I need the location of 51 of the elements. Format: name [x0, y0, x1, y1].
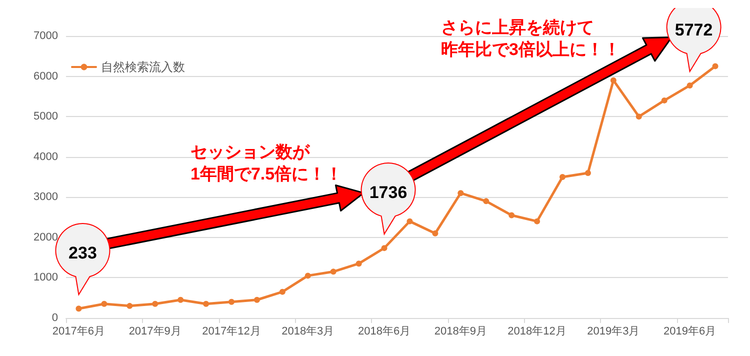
point: [534, 218, 540, 224]
x-tick-label: 2017年6月: [52, 326, 106, 338]
point: [203, 300, 210, 307]
x-tick-label: 2018年6月: [358, 326, 411, 338]
point: [458, 190, 464, 196]
point: [483, 198, 490, 204]
y-tick-label: 5000: [34, 110, 58, 123]
annotation: 昨年比で3倍以上に！！: [441, 40, 621, 59]
point: [584, 170, 591, 176]
point: [432, 230, 438, 236]
point: [712, 63, 718, 70]
y-tick-label: 6000: [34, 70, 58, 82]
point: [636, 114, 642, 120]
x-tick-label: 2017年9月: [128, 326, 182, 338]
x-tick-label: 2019年3月: [587, 326, 640, 338]
point: [686, 82, 693, 88]
point: [661, 97, 668, 104]
y-tick-label: 4000: [34, 150, 58, 163]
y-tick-label: 0: [52, 312, 58, 324]
annotation: さらに上昇を続けて: [441, 18, 594, 37]
point: [356, 260, 362, 267]
point: [304, 272, 311, 279]
point: [101, 300, 108, 307]
point: [381, 245, 388, 252]
point: [228, 298, 234, 305]
point: [406, 218, 413, 224]
point: [560, 174, 566, 180]
point: [126, 302, 133, 309]
point: [76, 306, 82, 312]
x-tick-label: 2017年12月: [202, 326, 261, 338]
x-tick-label: 2018年12月: [508, 326, 566, 338]
point: [508, 212, 515, 218]
annotation: 1736: [369, 183, 408, 202]
annotation: 1年間で7.5倍に！！: [190, 164, 343, 184]
annotation: 233: [68, 244, 97, 263]
y-tick-label: 2000: [34, 231, 58, 244]
point: [279, 288, 286, 295]
y-tick-label: 7000: [34, 30, 58, 42]
annotation: セッション数が: [190, 142, 310, 162]
x-tick-label: 2018年9月: [434, 326, 487, 338]
y-tick-label: 3000: [34, 191, 58, 204]
point: [254, 296, 260, 303]
point: [152, 300, 158, 307]
annotation: 5772: [674, 20, 713, 40]
y-tick-label: 1000: [34, 272, 58, 284]
point: [178, 296, 184, 303]
x-tick-label: 2019年6月: [664, 326, 716, 338]
x-tick-label: 2018年3月: [282, 326, 334, 338]
point: [330, 268, 336, 275]
point: [610, 77, 616, 84]
legend-label: 自然検索流入数: [101, 60, 185, 74]
